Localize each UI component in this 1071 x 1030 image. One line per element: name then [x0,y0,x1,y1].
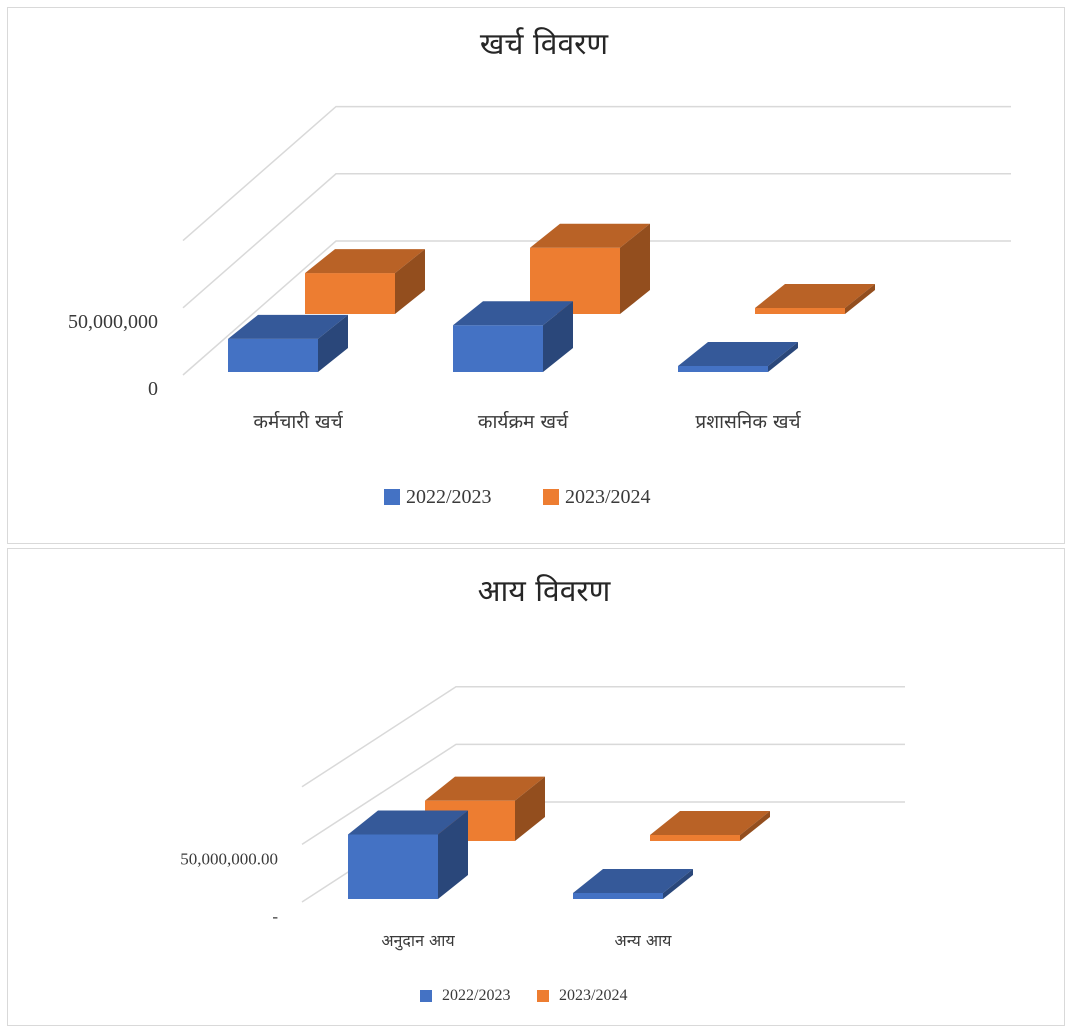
legend-label: 2022/2023 [406,486,492,508]
bar-2022-2023-1 [573,893,663,899]
category-label: कार्यक्रम खर्च [478,410,569,433]
legend-label: 2023/2024 [559,987,627,1004]
legend-swatch [543,489,559,505]
bar-side-face [663,869,693,899]
legend-swatch [537,990,549,1002]
bar-2022-2023-0 [228,338,318,372]
bar-2022-2023-1 [453,325,543,372]
legend-label: 2023/2024 [565,486,651,508]
legend-swatch [384,489,400,505]
expense-chart: खर्च विवरण 0 50,000,000 कर्मचारी खर्च कार्यक… [68,27,1011,508]
bar-top-face [573,869,693,893]
legend-label: 2022/2023 [442,987,510,1004]
bar-top-face [678,342,798,366]
category-label: अन्य आय [615,931,673,950]
y-tick-label: 50,000,000 [68,311,158,333]
bar-2023-2024-1 [650,835,740,841]
income-chart-panel: आय विवरण - 50,000,000.00 अनुदान आय अन्य आय 20… [7,548,1065,1026]
chart-title: खर्च विवरण [480,27,610,62]
bar-side-face [438,810,468,899]
bar-side-face [620,223,650,314]
gridline [182,173,1011,309]
bar-side-face [318,314,348,372]
income-chart: आय विवरण - 50,000,000.00 अनुदान आय अन्य आय 20… [180,574,905,1004]
bar-top-face [425,776,545,801]
gridline [301,743,905,846]
gridline [182,105,1011,242]
bar-2022-2023-2 [678,366,768,372]
bar-side-face [543,301,573,372]
category-label: कर्मचारी खर्च [253,410,343,433]
bar-top-face [305,249,425,274]
y-tick-label: - [272,907,278,926]
bar-2023-2024-2 [755,308,845,314]
bar-side-face [395,249,425,314]
bar-top-face [650,811,770,835]
category-label: प्रशासनिक खर्च [695,410,801,433]
category-label: अनुदान आय [381,931,455,951]
expense-chart-panel: खर्च विवरण 0 50,000,000 कर्मचारी खर्च कार्यक… [7,7,1065,544]
bar-top-face [453,301,573,326]
chart-title: आय विवरण [478,574,612,609]
bar-top-face [228,314,348,339]
y-tick-label: 50,000,000.00 [180,849,278,868]
gridline [182,240,1011,376]
bar-top-face [755,284,875,308]
bar-2023-2024-0 [305,273,395,314]
bar-side-face [845,284,875,314]
bar-2022-2023-0 [348,834,438,899]
bar-top-face [348,810,468,835]
bar-side-face [740,811,770,841]
bar-side-face [515,776,545,841]
bar-top-face [530,223,650,248]
legend-swatch [420,990,432,1002]
y-tick-label: 0 [148,378,158,400]
gridline [301,686,905,788]
bar-side-face [768,342,798,372]
